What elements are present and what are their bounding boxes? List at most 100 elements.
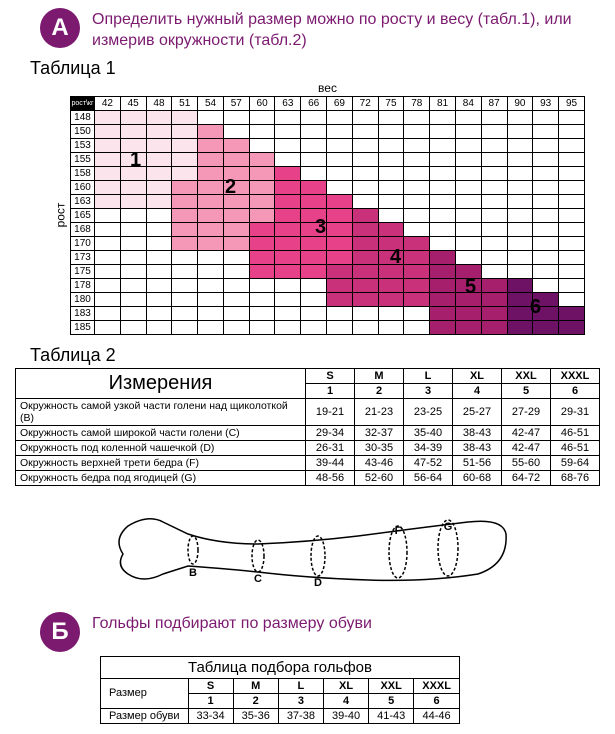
t2-cell: 34-39 (404, 440, 453, 455)
shoe-size-table: Таблица подбора гольфовРазмерSMLXLXXLXXX… (100, 656, 460, 724)
t1-cell (223, 138, 249, 152)
t1-row-head: 178 (71, 278, 95, 292)
t1-cell (378, 194, 404, 208)
t1-cell (404, 110, 430, 124)
t2-size-label: XXL (502, 368, 551, 383)
t1-cell (198, 124, 224, 138)
t1-cell (301, 236, 327, 250)
t1-cell (404, 278, 430, 292)
t1-cell (301, 222, 327, 236)
t1-cell (352, 292, 378, 306)
t1-cell (120, 180, 146, 194)
t1-cell (533, 222, 559, 236)
t1-row-head: 163 (71, 194, 95, 208)
t3-size-label: M (233, 678, 278, 693)
t1-cell (481, 264, 507, 278)
t1-cell (275, 250, 301, 264)
t1-cell (301, 208, 327, 222)
t1-cell (95, 236, 121, 250)
t1-cell (378, 278, 404, 292)
t1-cell (198, 292, 224, 306)
t1-cell (430, 292, 456, 306)
t1-cell (275, 180, 301, 194)
t2-cell: 43-46 (355, 455, 404, 470)
t1-cell (146, 208, 172, 222)
t2-cell: 39-44 (306, 455, 355, 470)
t1-cell (249, 264, 275, 278)
t1-cell (352, 180, 378, 194)
t1-cell (533, 166, 559, 180)
t1-cell (327, 264, 353, 278)
section-b-header: Б Гольфы подбирают по размеру обуви (40, 612, 615, 652)
t1-cell (533, 208, 559, 222)
t1-cell (404, 194, 430, 208)
t1-cell (198, 166, 224, 180)
t1-cell (275, 152, 301, 166)
t1-cell (301, 124, 327, 138)
t2-size-num: 3 (404, 383, 453, 398)
t1-cell (95, 110, 121, 124)
t1-cell (146, 278, 172, 292)
t1-cell (120, 278, 146, 292)
t1-cell (198, 264, 224, 278)
t1-cell (146, 194, 172, 208)
leg-marker-f: F (394, 525, 401, 537)
t1-cell (223, 194, 249, 208)
t1-cell (378, 180, 404, 194)
t1-cell (198, 152, 224, 166)
t1-cell (223, 320, 249, 334)
table1-axis-height: рост (53, 202, 67, 227)
section-a-title: Определить нужный размер можно по росту … (92, 8, 615, 52)
t2-cell: 47-52 (404, 455, 453, 470)
t1-cell (559, 138, 585, 152)
t2-size-num: 2 (355, 383, 404, 398)
t1-cell (223, 208, 249, 222)
t2-cell: 56-64 (404, 470, 453, 485)
t1-cell (146, 124, 172, 138)
t1-cell (404, 292, 430, 306)
t3-size-label: L (278, 678, 323, 693)
t1-cell (146, 180, 172, 194)
t1-cell (172, 292, 198, 306)
t1-cell (198, 320, 224, 334)
t2-cell: 48-56 (306, 470, 355, 485)
t1-cell (404, 264, 430, 278)
t1-cell (301, 180, 327, 194)
t1-cell (481, 110, 507, 124)
t2-cell: 25-27 (453, 398, 502, 425)
t1-cell (249, 250, 275, 264)
t1-cell (198, 194, 224, 208)
t2-size-label: S (306, 368, 355, 383)
t2-cell: 35-40 (404, 425, 453, 440)
t1-cell (95, 138, 121, 152)
t1-cell (327, 306, 353, 320)
t1-cell (533, 194, 559, 208)
t1-cell (301, 194, 327, 208)
t1-cell (249, 194, 275, 208)
t1-cell (301, 292, 327, 306)
t2-cell: 32-37 (355, 425, 404, 440)
t1-cell (95, 250, 121, 264)
t1-cell (404, 166, 430, 180)
t1-cell (430, 138, 456, 152)
t1-cell (120, 138, 146, 152)
t1-cell (378, 320, 404, 334)
t1-cell (352, 306, 378, 320)
t1-cell (249, 180, 275, 194)
t1-cell (559, 208, 585, 222)
t3-size-label: XL (323, 678, 368, 693)
t1-cell (352, 222, 378, 236)
badge-b: Б (40, 612, 80, 652)
t2-cell: 68-76 (551, 470, 600, 485)
t1-cell (352, 320, 378, 334)
t1-cell (198, 236, 224, 250)
t1-cell (275, 124, 301, 138)
leg-marker-b: B (189, 567, 197, 579)
t1-cell (430, 124, 456, 138)
t1-cell (430, 166, 456, 180)
t1-cell (378, 138, 404, 152)
t1-cell (559, 236, 585, 250)
t1-cell (146, 166, 172, 180)
t1-cell (120, 264, 146, 278)
t1-cell (301, 250, 327, 264)
